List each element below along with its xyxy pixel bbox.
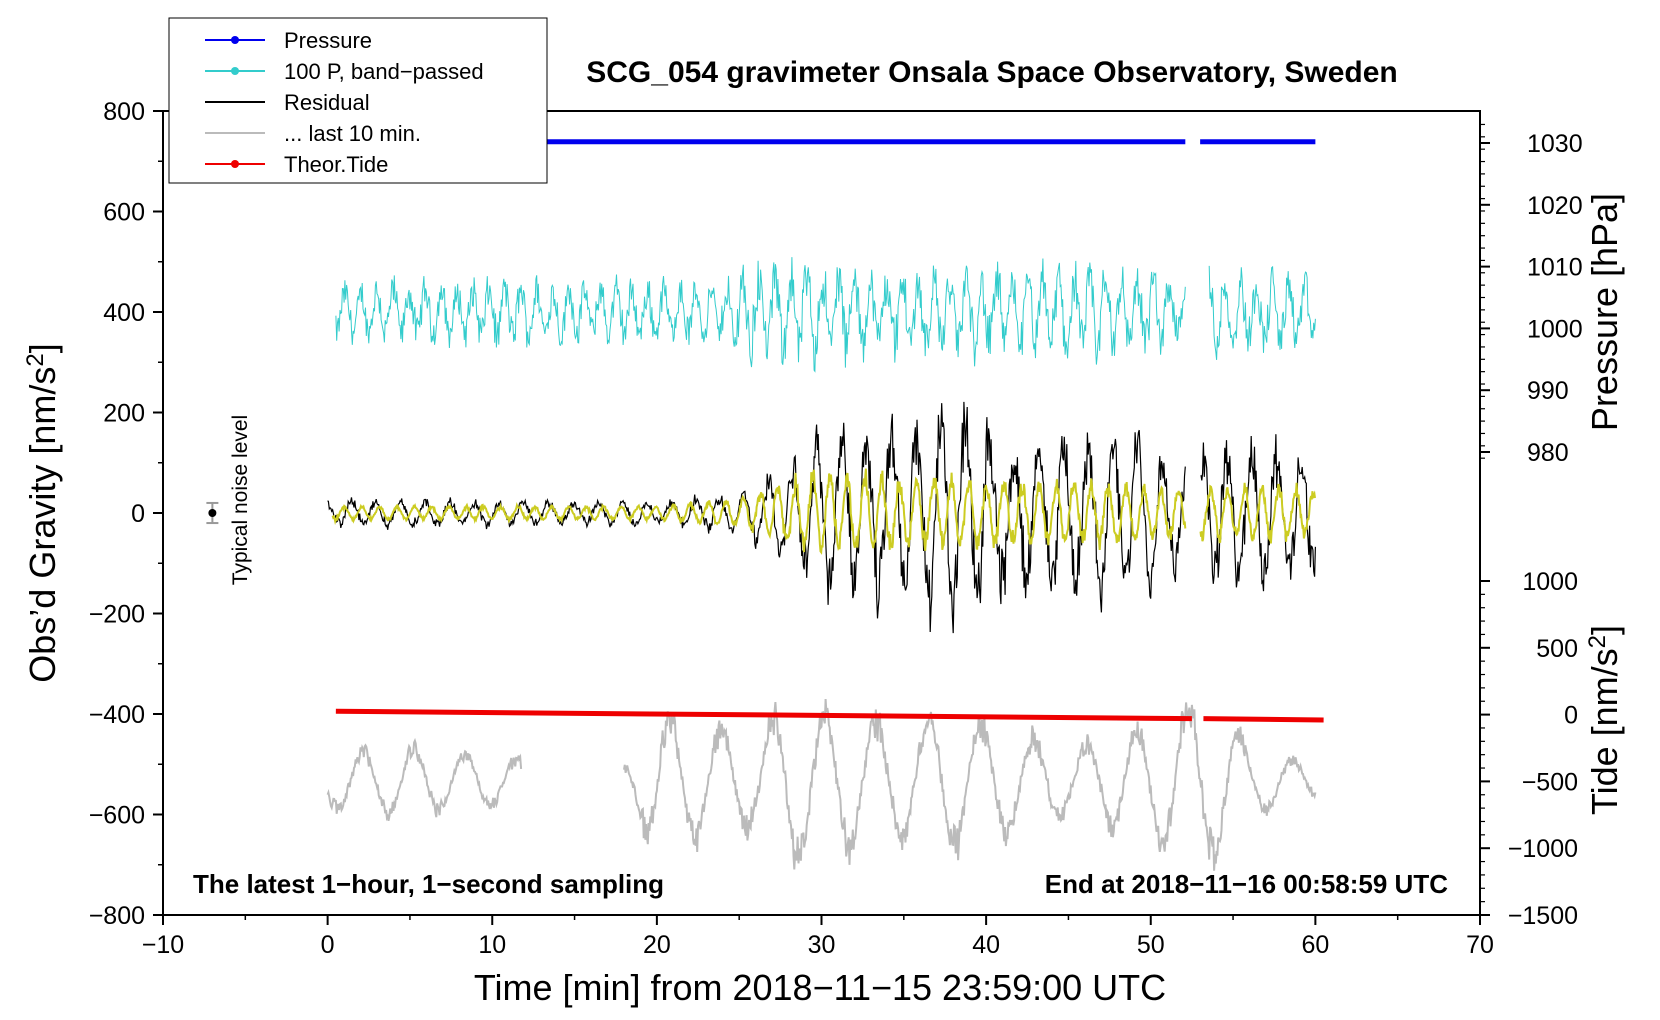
series-layer (326, 139, 1324, 871)
annotation-end-time: End at 2018−11−16 00:58:59 UTC (1045, 869, 1448, 899)
y-left-tick-label: −400 (89, 701, 145, 729)
residual-filtered-series (331, 468, 1316, 555)
legend-marker (231, 36, 239, 44)
x-tick-label: 50 (1137, 931, 1165, 959)
noise-point (208, 509, 217, 517)
pressure-tick-label: 980 (1527, 439, 1569, 467)
y-left-tick-label: 400 (103, 299, 145, 327)
x-tick-label: 30 (808, 931, 836, 959)
legend-label: Pressure (284, 28, 372, 53)
y-left-tick-label: 800 (103, 98, 145, 126)
chart-title: SCG_054 gravimeter Onsala Space Observat… (586, 56, 1398, 89)
pressure-tick-label: 1010 (1527, 254, 1583, 282)
theoretical-tide-series (1203, 716, 1324, 723)
annotation-sampling: The latest 1−hour, 1−second sampling (193, 869, 664, 899)
x-tick-label: 0 (321, 931, 335, 959)
x-axis: −10 0 10 20 30 40 50 60 70 (142, 915, 1494, 959)
legend: Pressure 100 P, band−passed Residual ... la… (168, 17, 548, 184)
y-left-axis-label: Obs’d Gravity [nm/s2] (22, 343, 63, 682)
x-tick-label: 10 (478, 931, 506, 959)
tide-tick-label: −500 (1522, 768, 1578, 796)
y-left-tick-label: 200 (103, 400, 145, 428)
tide-tick-label: 500 (1536, 635, 1578, 663)
noise-level-label: Typical noise level (229, 415, 252, 585)
legend-label: Residual (284, 90, 370, 115)
tide-tick-label: −1000 (1508, 835, 1578, 863)
legend-box (168, 17, 548, 184)
legend-label: Theor.Tide (284, 152, 388, 177)
x-tick-label: 70 (1466, 931, 1494, 959)
y-left-tick-label: 600 (103, 199, 145, 227)
tide-axis-label: Tide [nm/s2] (1584, 625, 1625, 815)
x-tick-label: 60 (1301, 931, 1329, 959)
pressure-tick-label: 1020 (1527, 192, 1583, 220)
pressure-tick-label: 990 (1527, 377, 1569, 405)
legend-marker (231, 160, 239, 168)
y-left-tick-label: −800 (89, 902, 145, 930)
pressure-axis: 1030 1020 1010 1000 990 980 (1480, 123, 1583, 467)
legend-label: ... last 10 min. (284, 121, 421, 146)
x-tick-label: 20 (643, 931, 671, 959)
noise-level-marker (206, 501, 219, 525)
x-axis-label: Time [min] from 2018−11−15 23:59:00 UTC (474, 967, 1166, 1008)
theoretical-tide-series (335, 708, 1192, 722)
pressure-axis-label: Pressure [hPa] (1584, 193, 1625, 431)
bandpassed-pressure-series (335, 257, 1316, 373)
tide-tick-label: 1000 (1522, 568, 1578, 596)
last-10-min-series (326, 698, 1317, 871)
y-left-tick-label: −200 (89, 601, 145, 629)
tide-tick-label: 0 (1564, 702, 1578, 730)
pressure-tick-label: 1000 (1527, 315, 1583, 343)
y-left-tick-label: −600 (89, 802, 145, 830)
legend-marker (231, 67, 239, 75)
x-tick-label: 40 (972, 931, 1000, 959)
x-tick-label: −10 (142, 931, 184, 959)
tide-tick-label: −1500 (1508, 902, 1578, 930)
pressure-tick-label: 1030 (1527, 130, 1583, 158)
y-left-tick-label: 0 (131, 500, 145, 528)
legend-label: 100 P, band−passed (284, 59, 484, 84)
tide-axis: 1000 500 0 −500 −1000 −1500 (1480, 568, 1578, 930)
y-left-axis: 800 600 400 200 0 −200 −400 −600 −800 (89, 98, 163, 930)
